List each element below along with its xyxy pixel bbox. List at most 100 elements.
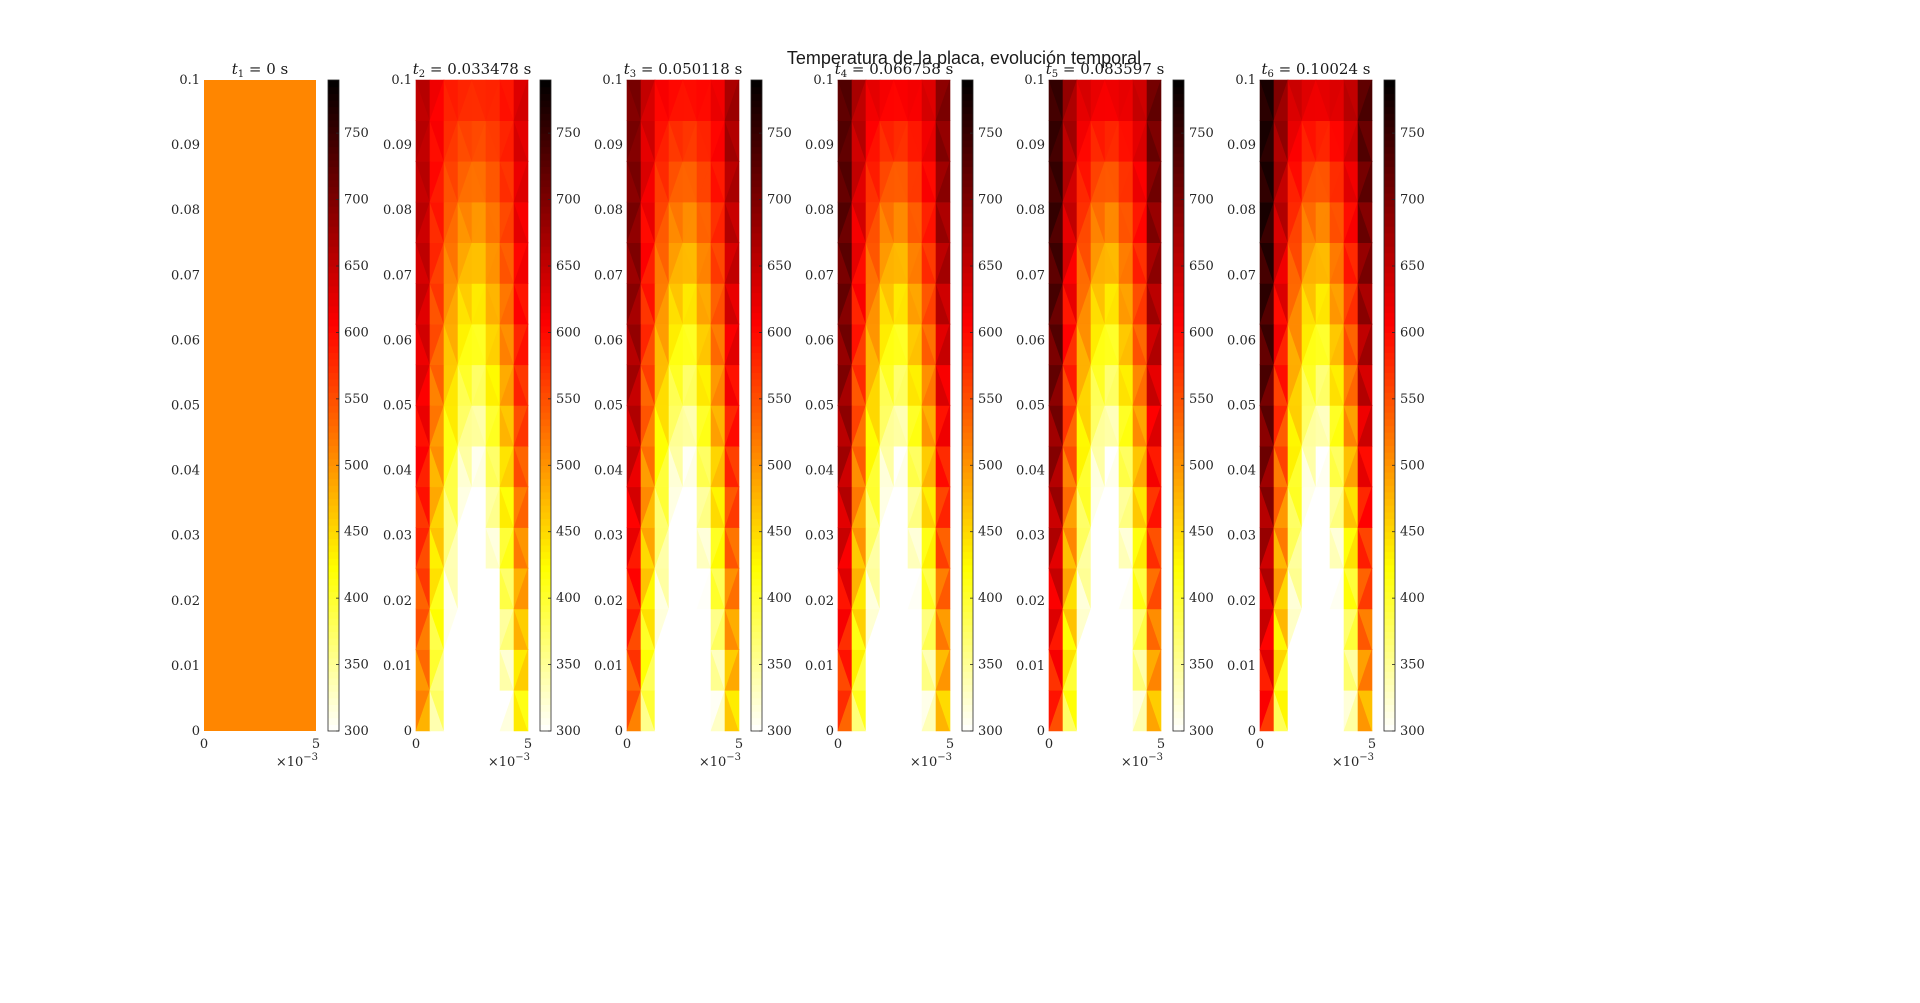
colorbar-segment (1384, 418, 1395, 427)
mesh-triangle (935, 568, 951, 610)
colorbar-segment (751, 591, 762, 599)
colorbar-segment (962, 498, 973, 506)
colorbar-segment (962, 206, 973, 214)
colorbar-tick-label: 600 (978, 325, 1003, 340)
colorbar-segment (1173, 418, 1184, 427)
colorbar-tick-label: 650 (344, 259, 369, 274)
colorbar-segment (328, 598, 339, 606)
colorbar-segment (1173, 697, 1184, 706)
colorbar-segment (962, 279, 973, 287)
mesh-triangle (724, 242, 740, 284)
y-tick-label: 0.02 (1016, 594, 1045, 609)
colorbar-segment (1173, 146, 1184, 154)
colorbar-segment (962, 99, 973, 108)
colorbar-segment (1384, 385, 1395, 393)
colorbar-segment (1384, 279, 1395, 287)
mesh-triangle (935, 405, 951, 447)
y-tick-label: 0.02 (171, 594, 200, 609)
colorbar-segment (328, 452, 339, 460)
colorbar-segment (1173, 239, 1184, 247)
mesh-triangle (1146, 242, 1162, 284)
colorbar-segment (1173, 558, 1184, 566)
colorbar-segment (328, 398, 339, 407)
colorbar-segment (328, 564, 339, 573)
colorbar-segment (962, 80, 973, 88)
colorbar-segment (962, 418, 973, 427)
colorbar-segment (1384, 173, 1395, 181)
colorbar-segment (1384, 299, 1395, 307)
colorbar-segment (751, 113, 762, 121)
y-tick-label: 0.01 (1016, 659, 1045, 674)
colorbar-segment (751, 425, 762, 433)
mesh-triangle (724, 324, 740, 366)
colorbar-segment (751, 704, 762, 712)
colorbar-segment (1173, 525, 1184, 533)
y-tick-label: 0.06 (1227, 333, 1256, 348)
colorbar-segment (751, 657, 762, 666)
colorbar-segment (540, 232, 551, 241)
colorbar-segment (751, 378, 762, 387)
colorbar-segment (751, 339, 762, 347)
colorbar-segment (962, 717, 973, 725)
colorbar-segment (328, 651, 339, 659)
colorbar-segment (328, 133, 339, 141)
x-tick-label: 0 (1045, 737, 1053, 752)
colorbar-segment (962, 452, 973, 460)
colorbar-segment (1173, 624, 1184, 632)
colorbar-segment (751, 385, 762, 393)
colorbar-segment (328, 146, 339, 154)
colorbar-segment (328, 299, 339, 307)
colorbar-segment (540, 511, 551, 520)
y-tick-label: 0 (615, 724, 623, 739)
colorbar-segment (962, 564, 973, 573)
colorbar-segment (1173, 299, 1184, 307)
colorbar-segment (962, 146, 973, 154)
colorbar-segment (1173, 511, 1184, 520)
colorbar-segment (540, 438, 551, 446)
x-tick-label: 5 (524, 737, 532, 752)
colorbar-segment (1384, 252, 1395, 260)
colorbar-segment (1173, 691, 1184, 699)
x-tick-label: 0 (834, 737, 842, 752)
colorbar-tick-label: 300 (978, 724, 1003, 739)
colorbar-segment (1173, 491, 1184, 500)
colorbar-segment (1173, 538, 1184, 546)
colorbar-segment (1384, 398, 1395, 407)
colorbar-segment (1384, 285, 1395, 294)
exponent-power: −3 (303, 752, 318, 763)
colorbar-segment (328, 219, 339, 227)
y-tick-label: 0.01 (383, 659, 412, 674)
colorbar-segment (1384, 339, 1395, 347)
colorbar-segment (1384, 272, 1395, 280)
colorbar-segment (540, 372, 551, 380)
panel-title-value: = 0.083597 s (1058, 60, 1164, 78)
colorbar-segment (540, 299, 551, 307)
colorbar-segment (1384, 551, 1395, 559)
colorbar-segment (751, 226, 762, 234)
y-tick-label: 0.03 (383, 529, 412, 544)
colorbar-segment (962, 199, 973, 207)
colorbar-segment (1384, 359, 1395, 367)
colorbar-segment (1384, 485, 1395, 493)
colorbar-segment (1384, 266, 1395, 274)
colorbar-segment (962, 119, 973, 128)
colorbar-segment (540, 359, 551, 367)
colorbar-segment (962, 518, 973, 526)
colorbar-tick-label: 700 (1189, 193, 1214, 208)
colorbar-tick-label: 650 (978, 259, 1003, 274)
mesh-triangle (513, 324, 529, 366)
colorbar-segment (540, 684, 551, 692)
colorbar-segment (751, 179, 762, 187)
colorbar-segment (962, 657, 973, 666)
colorbar-segment (1173, 505, 1184, 513)
colorbar-segment (751, 305, 762, 314)
y-tick-label: 0.09 (1016, 138, 1045, 153)
y-tick-label: 0.03 (1016, 529, 1045, 544)
colorbar-segment (751, 458, 762, 466)
colorbar-segment (540, 518, 551, 526)
colorbar-segment (328, 153, 339, 161)
colorbar-frame (750, 79, 763, 732)
colorbar-segment (540, 644, 551, 652)
colorbar-segment (328, 212, 339, 221)
colorbar-segment (1173, 518, 1184, 526)
